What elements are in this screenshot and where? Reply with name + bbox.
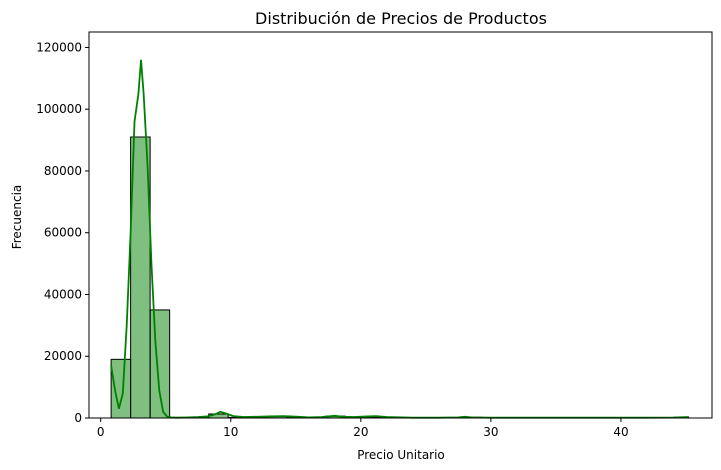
y-axis-ticks: 0 20000 40000 60000 80000 100000 120000 (36, 40, 89, 425)
x-tick-label: 0 (97, 425, 105, 439)
x-axis-ticks: 0 10 20 30 40 (97, 418, 629, 439)
y-tick-label: 40000 (44, 287, 82, 301)
y-tick-label: 0 (74, 411, 82, 425)
chart-title: Distribución de Precios de Productos (255, 9, 547, 28)
plot-frame (88, 31, 713, 419)
x-tick-label: 10 (223, 425, 238, 439)
x-axis-label: Precio Unitario (357, 448, 445, 462)
y-tick-label: 100000 (36, 102, 82, 116)
x-tick-label: 40 (613, 425, 628, 439)
kde-line (110, 59, 689, 419)
y-tick-label: 20000 (44, 349, 82, 363)
y-tick-label: 80000 (44, 164, 82, 178)
x-tick-label: 30 (483, 425, 498, 439)
y-axis-label: Frecuencia (10, 185, 24, 250)
histogram-bar (149, 309, 171, 419)
x-tick-label: 20 (353, 425, 368, 439)
y-tick-label: 120000 (36, 40, 82, 54)
histogram-bars (110, 136, 690, 419)
y-tick-label: 60000 (44, 226, 82, 240)
